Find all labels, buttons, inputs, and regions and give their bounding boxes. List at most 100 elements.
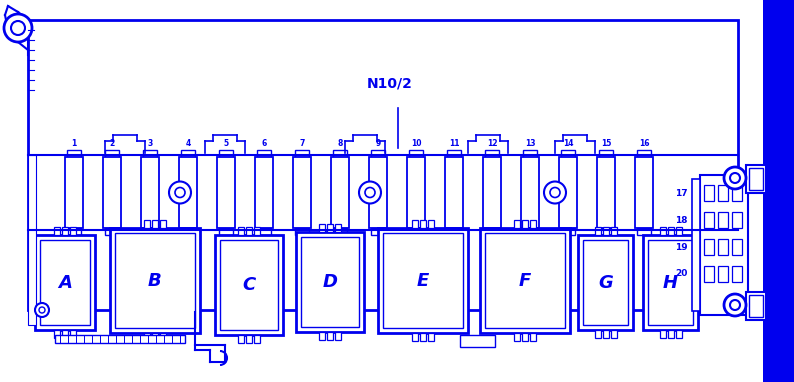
Bar <box>603 330 608 338</box>
Text: D: D <box>322 273 337 291</box>
Bar <box>595 330 600 338</box>
Bar <box>295 150 309 157</box>
Circle shape <box>4 14 32 42</box>
Bar <box>28 155 36 325</box>
Bar <box>179 157 197 228</box>
Text: 11: 11 <box>449 139 459 148</box>
Text: 7: 7 <box>299 139 305 148</box>
Bar <box>144 333 150 341</box>
Bar <box>732 266 742 282</box>
Bar <box>718 239 728 255</box>
Bar <box>611 330 616 338</box>
Bar <box>559 157 577 228</box>
Bar <box>611 227 616 235</box>
Bar <box>67 150 81 157</box>
Bar <box>412 333 418 341</box>
Text: 4: 4 <box>185 139 191 148</box>
Bar <box>583 240 628 325</box>
Bar <box>660 227 665 235</box>
Circle shape <box>11 21 25 35</box>
Text: N10/2: N10/2 <box>367 76 413 90</box>
Bar <box>485 233 565 328</box>
Text: 10: 10 <box>410 139 422 148</box>
Circle shape <box>359 181 381 204</box>
Bar <box>296 232 364 332</box>
Bar <box>335 224 341 232</box>
Circle shape <box>724 167 746 189</box>
Bar <box>181 150 195 157</box>
Circle shape <box>730 173 740 183</box>
Bar <box>238 335 244 343</box>
Circle shape <box>39 307 45 313</box>
Text: 14: 14 <box>563 139 573 148</box>
Text: B: B <box>148 272 162 290</box>
Bar <box>718 266 728 282</box>
Bar <box>301 237 359 327</box>
Bar <box>578 235 633 330</box>
Bar <box>62 330 68 338</box>
Bar <box>749 168 763 190</box>
Bar <box>668 227 673 235</box>
Bar <box>40 240 90 325</box>
Circle shape <box>35 303 49 317</box>
Bar <box>70 330 76 338</box>
Bar <box>319 224 325 232</box>
Bar <box>327 224 333 232</box>
Text: 19: 19 <box>676 243 688 251</box>
Text: C: C <box>242 276 256 294</box>
Bar <box>561 228 575 235</box>
Bar <box>295 228 309 235</box>
Bar <box>160 333 166 341</box>
Text: 9: 9 <box>376 139 380 148</box>
Bar <box>746 165 766 193</box>
Bar <box>514 220 520 228</box>
Bar <box>660 330 665 338</box>
Text: E: E <box>417 272 429 290</box>
Circle shape <box>730 300 740 310</box>
Bar <box>676 330 681 338</box>
Bar <box>333 228 347 235</box>
Bar <box>65 157 83 228</box>
Bar <box>371 150 385 157</box>
Bar <box>428 333 434 341</box>
Text: 8: 8 <box>337 139 343 148</box>
Bar <box>115 233 195 328</box>
Bar <box>718 185 728 201</box>
Text: 3: 3 <box>148 139 152 148</box>
Bar <box>152 333 158 341</box>
Bar <box>749 295 763 317</box>
Bar <box>732 212 742 228</box>
Bar <box>700 175 748 315</box>
Bar <box>514 333 520 341</box>
Bar <box>412 220 418 228</box>
Bar <box>220 240 278 330</box>
Text: 5: 5 <box>223 139 229 148</box>
Bar <box>383 233 463 328</box>
Bar <box>522 220 528 228</box>
Bar <box>522 333 528 341</box>
Bar <box>105 228 119 235</box>
Bar <box>254 335 260 343</box>
Bar <box>718 212 728 228</box>
Bar <box>637 228 651 235</box>
Text: 2: 2 <box>110 139 114 148</box>
Bar <box>103 157 121 228</box>
Bar <box>335 332 341 340</box>
Bar <box>70 227 76 235</box>
Bar <box>110 228 200 333</box>
Bar <box>181 228 195 235</box>
Bar <box>648 240 693 325</box>
Bar <box>371 228 385 235</box>
Bar <box>333 150 347 157</box>
Bar <box>485 150 499 157</box>
Bar <box>635 157 653 228</box>
Bar <box>763 0 794 382</box>
Circle shape <box>175 188 185 197</box>
Bar <box>676 227 681 235</box>
Bar <box>597 157 615 228</box>
Text: G: G <box>598 274 613 291</box>
Bar <box>704 266 714 282</box>
Bar <box>331 157 349 228</box>
Circle shape <box>365 188 375 197</box>
Bar <box>732 185 742 201</box>
